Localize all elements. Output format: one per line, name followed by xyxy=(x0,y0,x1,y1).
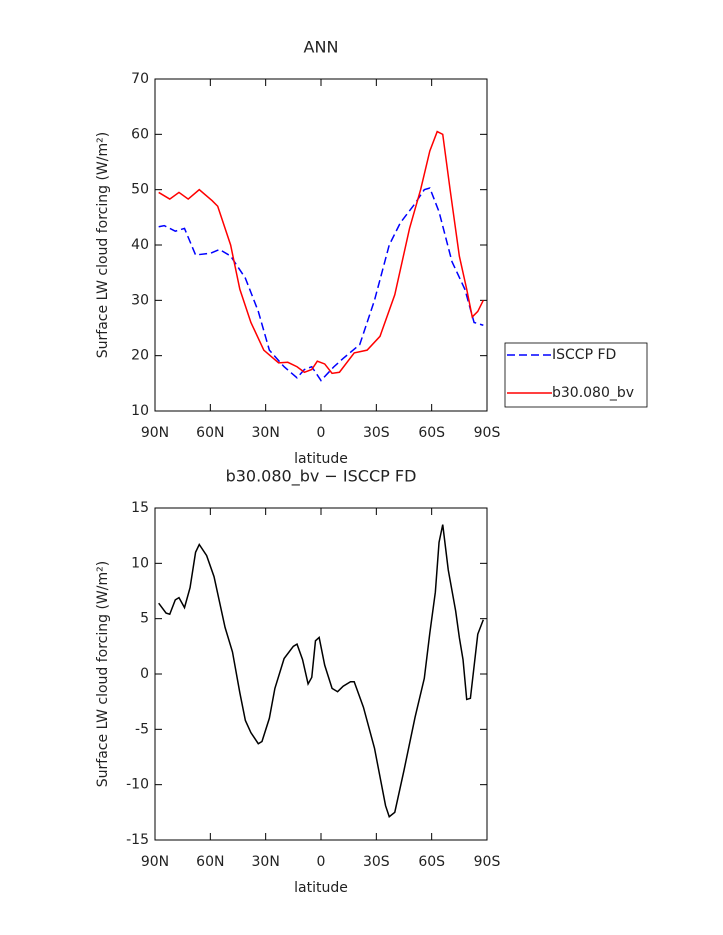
y-tick-label: 40 xyxy=(131,237,149,253)
legend-frame xyxy=(504,342,648,408)
x-tick-label: 90S xyxy=(474,425,501,441)
x-tick-label: 0 xyxy=(317,854,326,870)
data-line xyxy=(158,187,484,382)
x-tick-label: 90N xyxy=(141,854,169,870)
y-tick-label: 10 xyxy=(131,555,149,571)
y-tick-label: 5 xyxy=(140,611,149,627)
x-tick-label: 30S xyxy=(363,425,390,441)
x-tick-label: 60N xyxy=(196,425,224,441)
y-axis-label: Surface LW cloud forcing (W/m²) xyxy=(95,132,111,358)
y-tick-label: 10 xyxy=(131,403,149,419)
y-tick-label: 60 xyxy=(131,126,149,142)
x-axis-label: latitude xyxy=(294,880,348,896)
chart-title: ANN xyxy=(304,38,339,57)
x-tick-label: 0 xyxy=(317,425,326,441)
x-tick-label: 30S xyxy=(363,854,390,870)
y-tick-label: -10 xyxy=(126,777,149,793)
x-tick-label: 30N xyxy=(252,425,280,441)
x-tick-label: 60S xyxy=(418,425,445,441)
y-tick-label: 30 xyxy=(131,292,149,308)
y-tick-label: 0 xyxy=(140,666,149,682)
data-line xyxy=(158,130,484,375)
y-tick-label: 20 xyxy=(131,348,149,364)
x-tick-label: 90S xyxy=(474,854,501,870)
plot-frame xyxy=(154,78,488,412)
x-tick-label: 30N xyxy=(252,854,280,870)
y-tick-label: 70 xyxy=(131,71,149,87)
x-tick-label: 60N xyxy=(196,854,224,870)
legend-label: b30.080_bv xyxy=(552,385,634,401)
x-axis-label: latitude xyxy=(294,451,348,467)
y-tick-label: 50 xyxy=(131,182,149,198)
chart-title: b30.080_bv − ISCCP FD xyxy=(226,467,417,487)
y-tick-label: -5 xyxy=(135,721,149,737)
x-tick-label: 90N xyxy=(141,425,169,441)
y-axis-label: Surface LW cloud forcing (W/m²) xyxy=(95,561,111,787)
x-tick-label: 60S xyxy=(418,854,445,870)
y-tick-label: -15 xyxy=(126,832,149,848)
data-line xyxy=(158,524,485,819)
legend-label: ISCCP FD xyxy=(552,347,616,363)
y-tick-label: 15 xyxy=(131,500,149,516)
